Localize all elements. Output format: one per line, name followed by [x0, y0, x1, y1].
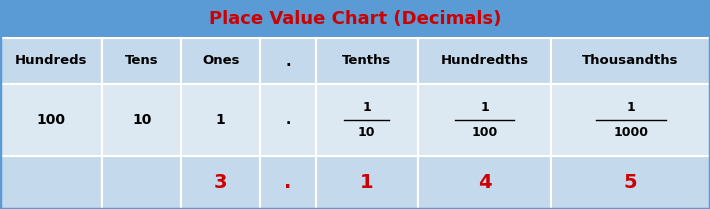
- Text: Place Value Chart (Decimals): Place Value Chart (Decimals): [209, 10, 501, 28]
- Bar: [102, 38, 181, 84]
- Bar: [181, 156, 261, 209]
- Bar: [102, 156, 181, 209]
- Text: Hundreds: Hundreds: [15, 55, 87, 68]
- Bar: [315, 38, 418, 84]
- Text: 10: 10: [132, 113, 152, 127]
- Bar: [551, 38, 710, 84]
- Bar: [102, 84, 181, 156]
- Bar: [315, 156, 418, 209]
- Text: Hundredths: Hundredths: [440, 55, 529, 68]
- Text: Tens: Tens: [125, 55, 159, 68]
- Text: Thousandths: Thousandths: [582, 55, 679, 68]
- Bar: [418, 38, 551, 84]
- Text: 1: 1: [216, 113, 226, 127]
- Bar: [0, 156, 102, 209]
- Bar: [551, 156, 710, 209]
- Text: 1: 1: [362, 101, 371, 113]
- Bar: [261, 84, 315, 156]
- Text: 3: 3: [214, 173, 227, 192]
- Bar: [0, 84, 102, 156]
- Bar: [315, 84, 418, 156]
- Bar: [0, 0, 710, 38]
- Bar: [181, 84, 261, 156]
- Bar: [418, 84, 551, 156]
- Text: 1000: 1000: [613, 126, 648, 139]
- Text: 1: 1: [360, 173, 373, 192]
- Bar: [181, 38, 261, 84]
- Text: .: .: [285, 54, 290, 69]
- Text: 4: 4: [478, 173, 491, 192]
- Text: 1: 1: [626, 101, 635, 113]
- Text: Tenths: Tenths: [342, 55, 391, 68]
- Text: 10: 10: [358, 126, 376, 139]
- Bar: [418, 156, 551, 209]
- Bar: [0, 38, 102, 84]
- Text: 100: 100: [37, 113, 66, 127]
- Text: 5: 5: [624, 173, 638, 192]
- Bar: [261, 38, 315, 84]
- Text: .: .: [285, 113, 290, 127]
- Bar: [261, 156, 315, 209]
- Text: 100: 100: [471, 126, 498, 139]
- Text: Ones: Ones: [202, 55, 239, 68]
- Text: 1: 1: [480, 101, 489, 113]
- Text: .: .: [284, 173, 292, 192]
- Bar: [551, 84, 710, 156]
